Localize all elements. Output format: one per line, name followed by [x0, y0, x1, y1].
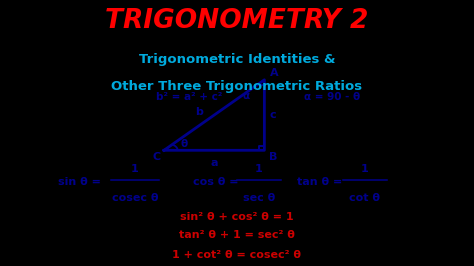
Text: θ: θ: [181, 139, 188, 149]
Text: α = 90 - θ: α = 90 - θ: [304, 92, 360, 102]
Text: 1: 1: [361, 164, 369, 174]
Text: cos θ =: cos θ =: [193, 177, 239, 187]
Text: a: a: [210, 158, 218, 168]
Text: TRIGONOMETRY 2: TRIGONOMETRY 2: [105, 8, 369, 34]
Text: sin θ =: sin θ =: [58, 177, 101, 187]
Text: B: B: [269, 152, 277, 162]
Text: Other Three Trigonometric Ratios: Other Three Trigonometric Ratios: [111, 80, 363, 93]
Text: cosec θ: cosec θ: [111, 193, 158, 203]
Text: cot θ: cot θ: [349, 193, 380, 203]
Text: 1: 1: [131, 164, 139, 174]
Text: b: b: [195, 107, 203, 117]
Text: 1: 1: [255, 164, 263, 174]
Text: c: c: [270, 110, 276, 120]
Text: 1 + cot² θ = cosec² θ: 1 + cot² θ = cosec² θ: [173, 250, 301, 260]
Text: sin² θ + cos² θ = 1: sin² θ + cos² θ = 1: [180, 212, 294, 222]
Text: sec θ: sec θ: [243, 193, 275, 203]
Text: C: C: [152, 152, 160, 162]
Text: b² = a² + c²: b² = a² + c²: [156, 92, 223, 102]
Text: tan² θ + 1 = sec² θ: tan² θ + 1 = sec² θ: [179, 230, 295, 240]
Text: tan θ =: tan θ =: [297, 177, 343, 187]
Text: α: α: [243, 91, 250, 101]
Text: Trigonometric Identities &: Trigonometric Identities &: [139, 53, 335, 66]
Text: A: A: [270, 68, 278, 78]
